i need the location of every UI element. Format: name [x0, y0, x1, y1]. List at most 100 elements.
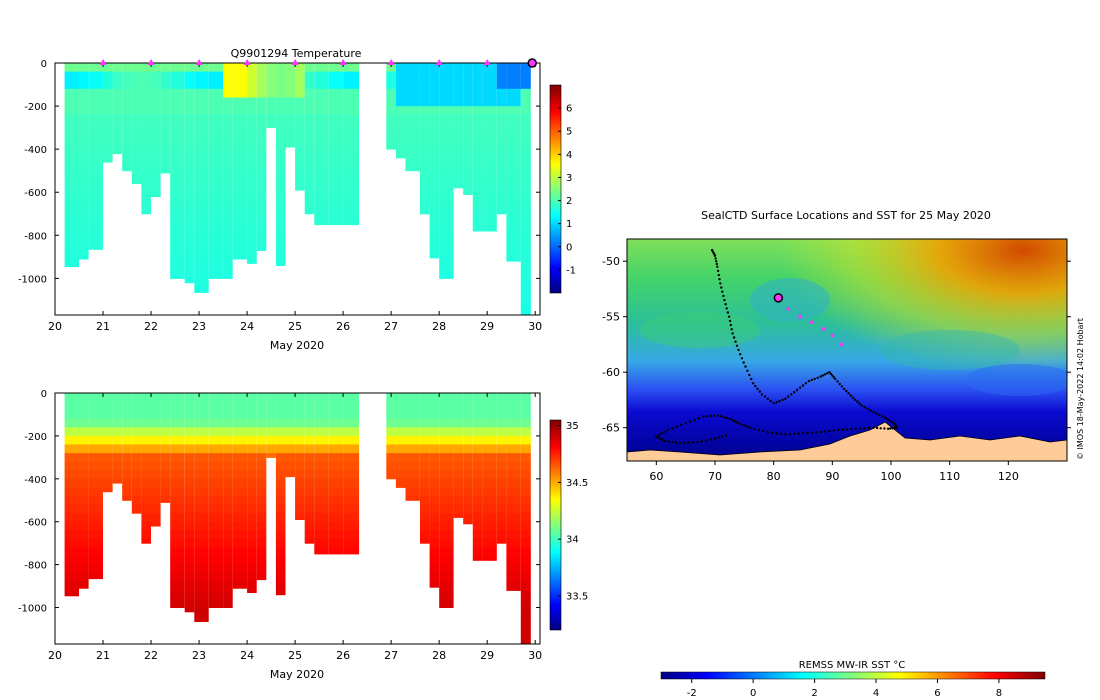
profile-cell — [151, 418, 161, 428]
track-point — [816, 376, 819, 379]
profile-cell — [184, 149, 195, 159]
profile-cell — [429, 252, 440, 259]
profile-cell — [256, 427, 267, 437]
profile-cell — [463, 470, 473, 480]
profile-cell — [223, 496, 233, 506]
sst-colorbar — [660, 671, 1046, 680]
track-point — [722, 294, 725, 298]
profile-cell — [275, 261, 286, 266]
profile-cell — [79, 97, 89, 107]
track-point — [723, 298, 726, 302]
profile-cell — [170, 418, 185, 428]
track-point — [810, 431, 813, 434]
track-point — [819, 430, 822, 434]
profile-cell — [314, 149, 329, 159]
track-point — [702, 415, 705, 418]
profile-cell — [482, 556, 497, 561]
colorbar-tick-label: 0 — [566, 242, 572, 253]
profile-cell — [170, 598, 185, 608]
profile-cell — [223, 175, 233, 185]
profile-cell — [194, 581, 209, 591]
profile-cell — [79, 252, 89, 260]
profile-cell — [420, 192, 430, 202]
profile-cell — [208, 470, 224, 480]
profile-cell — [429, 80, 440, 90]
track-point — [715, 262, 718, 266]
profile-cell — [184, 470, 195, 480]
profile-cell — [520, 287, 531, 297]
track-point — [674, 441, 678, 444]
profile-cell — [328, 63, 344, 73]
profile-cell — [131, 114, 142, 124]
profile-cell — [194, 393, 209, 403]
profile-cell — [439, 521, 454, 531]
profile-cell — [472, 88, 483, 98]
profile-cell — [463, 149, 473, 159]
profile-cell — [208, 252, 224, 262]
profile-cell — [112, 470, 123, 480]
profile-cell — [482, 547, 497, 557]
profile-cell — [496, 88, 507, 98]
profile-cell — [112, 131, 123, 141]
profile-cell — [386, 97, 396, 107]
profile-cell — [395, 123, 406, 133]
profile-cell — [386, 123, 396, 133]
map-latitude-axis: -50-55-60-65 — [602, 255, 1071, 435]
track-point — [716, 269, 720, 273]
profile-cell — [304, 80, 315, 90]
profile-cell — [223, 63, 233, 73]
profile-cell — [439, 218, 454, 228]
profile-cell — [141, 393, 151, 403]
profile-cell — [170, 157, 185, 167]
profile-cell — [482, 131, 497, 141]
profile-cell — [439, 149, 454, 159]
profile-cell — [472, 547, 483, 557]
profile-cell — [395, 97, 406, 107]
profile-cell — [506, 63, 521, 73]
profile-cell — [275, 218, 286, 228]
profile-cell — [304, 114, 315, 124]
profile-cell — [314, 97, 329, 107]
profile-cell — [256, 504, 267, 514]
track-point — [718, 278, 721, 281]
profile-cell — [429, 393, 440, 403]
profile-cell — [482, 88, 497, 98]
profile-cell — [88, 513, 103, 523]
profile-cell — [343, 504, 360, 514]
profile-cell — [343, 149, 360, 159]
profile-cell — [295, 63, 305, 73]
sst-colorbar-tick-label: 6 — [934, 688, 940, 699]
profile-cell — [429, 192, 440, 202]
profile-cell — [520, 556, 531, 566]
profile-cell — [314, 453, 329, 463]
profile-cell — [223, 530, 233, 540]
profile-cell — [256, 243, 267, 251]
profile-cell — [223, 418, 233, 428]
profile-cell — [314, 192, 329, 202]
profile-cell — [506, 556, 521, 566]
profile-cell — [184, 123, 195, 133]
profile-cell — [194, 287, 209, 293]
x-tick-label: 24 — [240, 649, 254, 662]
profile-cell — [141, 521, 151, 531]
profile-cell — [429, 123, 440, 133]
map-x-tick-label: 120 — [998, 470, 1019, 483]
profile-cell — [275, 410, 286, 420]
track-point — [851, 396, 855, 399]
profile-cell — [285, 393, 296, 403]
profile-cell — [439, 581, 454, 591]
profile-cell — [208, 175, 224, 185]
profile-cell — [184, 166, 195, 176]
profile-cell — [275, 157, 286, 167]
profile-cell — [64, 80, 79, 90]
profile-cell — [79, 538, 89, 548]
profile-cell — [208, 521, 224, 531]
profile-cell — [453, 80, 464, 90]
profile-cell — [439, 106, 454, 116]
profile-cell — [79, 547, 89, 557]
profile-cell — [79, 106, 89, 116]
profile-cell — [328, 530, 344, 540]
track-point — [819, 375, 822, 378]
profile-cell — [429, 478, 440, 488]
profile-cell — [429, 513, 440, 523]
